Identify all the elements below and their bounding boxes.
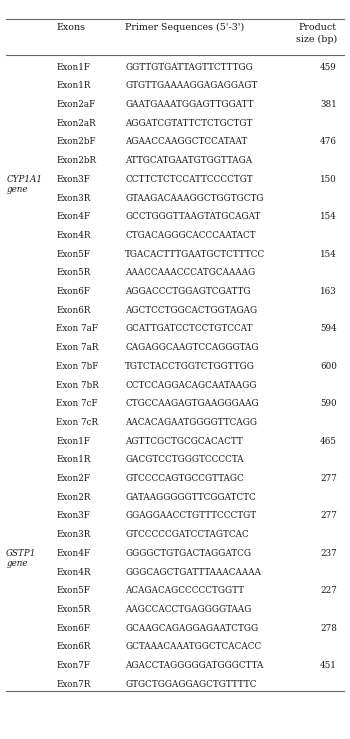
Text: Exon3R: Exon3R xyxy=(56,530,90,539)
Text: GTAAGACAAAGGCTGGTGCTG: GTAAGACAAAGGCTGGTGCTG xyxy=(125,194,264,202)
Text: Exon2bF: Exon2bF xyxy=(56,137,96,146)
Text: Exon2bR: Exon2bR xyxy=(56,156,96,165)
Text: AGTTCGCTGCGCACACTT: AGTTCGCTGCGCACACTT xyxy=(125,437,243,446)
Text: 278: 278 xyxy=(320,624,337,633)
Text: Exons: Exons xyxy=(56,24,85,33)
Text: Product
size (bp): Product size (bp) xyxy=(296,24,337,44)
Text: GTCCCCCGATCCTAGTCAC: GTCCCCCGATCCTAGTCAC xyxy=(125,530,249,539)
Text: AGCTCCTGGCACTGGTAGAG: AGCTCCTGGCACTGGTAGAG xyxy=(125,306,257,315)
Text: AGACCTAGGGGGATGGGCTTA: AGACCTAGGGGGATGGGCTTA xyxy=(125,661,264,670)
Text: 163: 163 xyxy=(320,287,337,296)
Text: 459: 459 xyxy=(320,63,337,72)
Text: GCTAAACAAATGGCTCACACC: GCTAAACAAATGGCTCACACC xyxy=(125,642,261,651)
Text: 600: 600 xyxy=(320,362,337,371)
Text: Exon1R: Exon1R xyxy=(56,455,91,464)
Text: Exon5R: Exon5R xyxy=(56,268,90,277)
Text: Exon 7bF: Exon 7bF xyxy=(56,362,98,371)
Text: GSTP1
gene: GSTP1 gene xyxy=(6,549,37,568)
Text: Exon2aR: Exon2aR xyxy=(56,119,96,128)
Text: CYP1A1
gene: CYP1A1 gene xyxy=(6,175,42,194)
Text: Exon6F: Exon6F xyxy=(56,287,90,296)
Text: Exon3F: Exon3F xyxy=(56,511,90,520)
Text: Exon 7aF: Exon 7aF xyxy=(56,324,98,333)
Text: AAGCCACCTGAGGGGTAAG: AAGCCACCTGAGGGGTAAG xyxy=(125,605,251,614)
Text: GTGCTGGAGGAGCTGTTTTC: GTGCTGGAGGAGCTGTTTTC xyxy=(125,680,257,689)
Text: 227: 227 xyxy=(320,586,337,596)
Text: Exon3F: Exon3F xyxy=(56,175,90,184)
Text: TGACACTTTGAATGCTCTTTCC: TGACACTTTGAATGCTCTTTCC xyxy=(125,250,265,259)
Text: GCCTGGGTTAAGTATGCAGAT: GCCTGGGTTAAGTATGCAGAT xyxy=(125,212,260,221)
Text: CTGCCAAGAGTGAAGGGAAG: CTGCCAAGAGTGAAGGGAAG xyxy=(125,399,259,408)
Text: 150: 150 xyxy=(320,175,337,184)
Text: CTGACAGGGCACCCAATACT: CTGACAGGGCACCCAATACT xyxy=(125,231,256,240)
Text: 277: 277 xyxy=(320,511,337,520)
Text: Exon1F: Exon1F xyxy=(56,437,90,446)
Text: Exon4R: Exon4R xyxy=(56,231,91,240)
Text: Exon2R: Exon2R xyxy=(56,493,91,502)
Text: GGGCAGCTGATTTAAACAAAA: GGGCAGCTGATTTAAACAAAA xyxy=(125,568,261,576)
Text: Exon6R: Exon6R xyxy=(56,642,91,651)
Text: 465: 465 xyxy=(320,437,337,446)
Text: AGAACCAAGGCTCCATAAT: AGAACCAAGGCTCCATAAT xyxy=(125,137,247,146)
Text: AACACAGAATGGGGTTCAGG: AACACAGAATGGGGTTCAGG xyxy=(125,418,257,427)
Text: Exon1F: Exon1F xyxy=(56,63,90,72)
Text: 154: 154 xyxy=(320,212,337,221)
Text: Exon 7cF: Exon 7cF xyxy=(56,399,98,408)
Text: GATAAGGGGGTTCGGATCTC: GATAAGGGGGTTCGGATCTC xyxy=(125,493,256,502)
Text: GGAGGAACCTGTTTCCCTGT: GGAGGAACCTGTTTCCCTGT xyxy=(125,511,256,520)
Text: AGGACCCTGGAGTCGATTG: AGGACCCTGGAGTCGATTG xyxy=(125,287,251,296)
Text: Exon 7aR: Exon 7aR xyxy=(56,343,99,352)
Text: Exon4F: Exon4F xyxy=(56,212,90,221)
Text: GCAAGCAGAGGAGAATCTGG: GCAAGCAGAGGAGAATCTGG xyxy=(125,624,258,633)
Text: Exon7F: Exon7F xyxy=(56,661,90,670)
Text: AGGATCGTATTCTCTGCTGT: AGGATCGTATTCTCTGCTGT xyxy=(125,119,252,128)
Text: GTGTTGAAAAGGAGAGGAGT: GTGTTGAAAAGGAGAGGAGT xyxy=(125,81,258,90)
Text: Exon5F: Exon5F xyxy=(56,250,90,259)
Text: ACAGACAGCCCCCTGGTT: ACAGACAGCCCCCTGGTT xyxy=(125,586,244,596)
Text: Exon6F: Exon6F xyxy=(56,624,90,633)
Text: CAGAGGCAAGTCCAGGGTAG: CAGAGGCAAGTCCAGGGTAG xyxy=(125,343,259,352)
Text: CCTCCAGGACAGCAATAAGG: CCTCCAGGACAGCAATAAGG xyxy=(125,381,257,389)
Text: Exon 7bR: Exon 7bR xyxy=(56,381,99,389)
Text: Exon4F: Exon4F xyxy=(56,549,90,558)
Text: GCATTGATCCTCCTGTCCAT: GCATTGATCCTCCTGTCCAT xyxy=(125,324,253,333)
Text: GACGTCCTGGGTCCCCTA: GACGTCCTGGGTCCCCTA xyxy=(125,455,244,464)
Text: Exon3R: Exon3R xyxy=(56,194,90,202)
Text: GGGGCTGTGACTAGGATCG: GGGGCTGTGACTAGGATCG xyxy=(125,549,251,558)
Text: GTCCCCAGTGCCGTTAGC: GTCCCCAGTGCCGTTAGC xyxy=(125,474,244,483)
Text: Exon1R: Exon1R xyxy=(56,81,91,90)
Text: 154: 154 xyxy=(320,250,337,259)
Text: ATTGCATGAATGTGGTTAGA: ATTGCATGAATGTGGTTAGA xyxy=(125,156,252,165)
Text: Primer Sequences (5'-3'): Primer Sequences (5'-3') xyxy=(125,24,244,33)
Text: 381: 381 xyxy=(320,100,337,109)
Text: 594: 594 xyxy=(320,324,337,333)
Text: Exon7R: Exon7R xyxy=(56,680,91,689)
Text: Exon5R: Exon5R xyxy=(56,605,90,614)
Text: 476: 476 xyxy=(320,137,337,146)
Text: Exon2F: Exon2F xyxy=(56,474,90,483)
Text: GGTTGTGATTAGTTCTTTGG: GGTTGTGATTAGTTCTTTGG xyxy=(125,63,253,72)
Text: CCTTCTCTCCATTCCCCTGT: CCTTCTCTCCATTCCCCTGT xyxy=(125,175,253,184)
Text: 277: 277 xyxy=(320,474,337,483)
Text: Exon5F: Exon5F xyxy=(56,586,90,596)
Text: 451: 451 xyxy=(320,661,337,670)
Text: Exon4R: Exon4R xyxy=(56,568,91,576)
Text: Exon 7cR: Exon 7cR xyxy=(56,418,98,427)
Text: TGTCTACCTGGTCTGGTTGG: TGTCTACCTGGTCTGGTTGG xyxy=(125,362,255,371)
Text: GAATGAAATGGAGTTGGATT: GAATGAAATGGAGTTGGATT xyxy=(125,100,253,109)
Text: 590: 590 xyxy=(320,399,337,408)
Text: Exon2aF: Exon2aF xyxy=(56,100,95,109)
Text: Exon6R: Exon6R xyxy=(56,306,91,315)
Text: AAACCAAACCCATGCAAAAG: AAACCAAACCCATGCAAAAG xyxy=(125,268,255,277)
Text: 237: 237 xyxy=(320,549,337,558)
